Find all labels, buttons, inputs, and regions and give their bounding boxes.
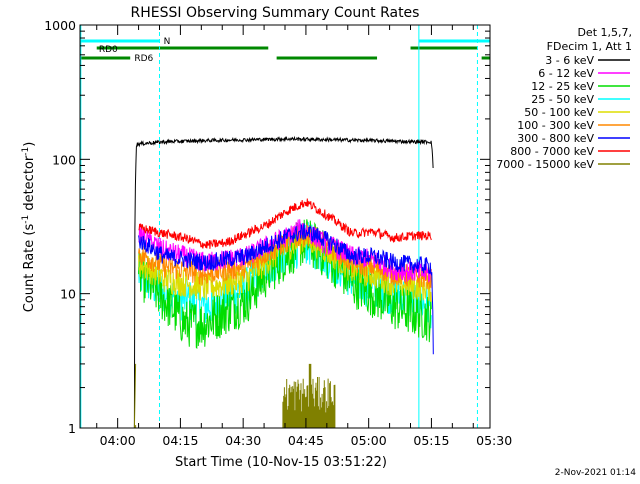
legend-label: 12 - 25 keV xyxy=(531,80,594,93)
x-tick-label: 04:15 xyxy=(162,433,198,448)
legend-label: 50 - 100 keV xyxy=(524,106,594,119)
x-tick-label: 05:30 xyxy=(476,433,512,448)
legend-label: 3 - 6 keV xyxy=(545,54,594,67)
x-tick-label: 04:00 xyxy=(100,433,136,448)
legend-label: 300 - 800 keV xyxy=(517,132,594,145)
axes: 1 10 100 1000 04:00 04:15 04:30 04:45 05:00 05:15… xyxy=(44,18,512,448)
legend-label: 800 - 7000 keV xyxy=(510,145,594,158)
series-line xyxy=(138,223,434,355)
annotation-rd0: RD0 xyxy=(99,45,118,55)
y-tick-label: 10 xyxy=(60,287,76,302)
series-line xyxy=(133,135,434,429)
legend-header-2: FDecim 1, Att 1 xyxy=(547,40,632,53)
y-tick-label: 1000 xyxy=(44,18,76,33)
x-tick-label: 05:15 xyxy=(413,433,449,448)
y-axis-label: Count Rate (s-1 detector-1) xyxy=(21,142,37,313)
legend-label: 6 - 12 keV xyxy=(538,67,594,80)
x-tick-label: 05:00 xyxy=(351,433,387,448)
series-line xyxy=(138,198,432,249)
legend-header-1: Det 1,5,7, xyxy=(577,26,632,39)
annotation-rd6: RD6 xyxy=(134,54,153,64)
y-tick-label: 100 xyxy=(52,152,76,167)
x-tick-label: 04:45 xyxy=(288,433,324,448)
annotation-n: N xyxy=(164,37,171,47)
x-axis-label: Start Time (10-Nov-15 03:51:22) xyxy=(175,455,387,470)
chart-title: RHESSI Observing Summary Count Rates xyxy=(131,5,420,21)
series-line xyxy=(133,363,336,429)
legend-label: 7000 - 15000 keV xyxy=(496,158,594,171)
x-tick-label: 04:30 xyxy=(225,433,261,448)
y-tick-label: 1 xyxy=(68,421,76,436)
legend-label: 25 - 50 keV xyxy=(531,93,594,106)
series-line xyxy=(138,219,432,350)
footer-date: 2-Nov-2021 01:14 xyxy=(555,468,637,478)
legend-label: 100 - 300 keV xyxy=(517,119,594,132)
plot-area: N RD0 RD6 xyxy=(80,25,490,429)
